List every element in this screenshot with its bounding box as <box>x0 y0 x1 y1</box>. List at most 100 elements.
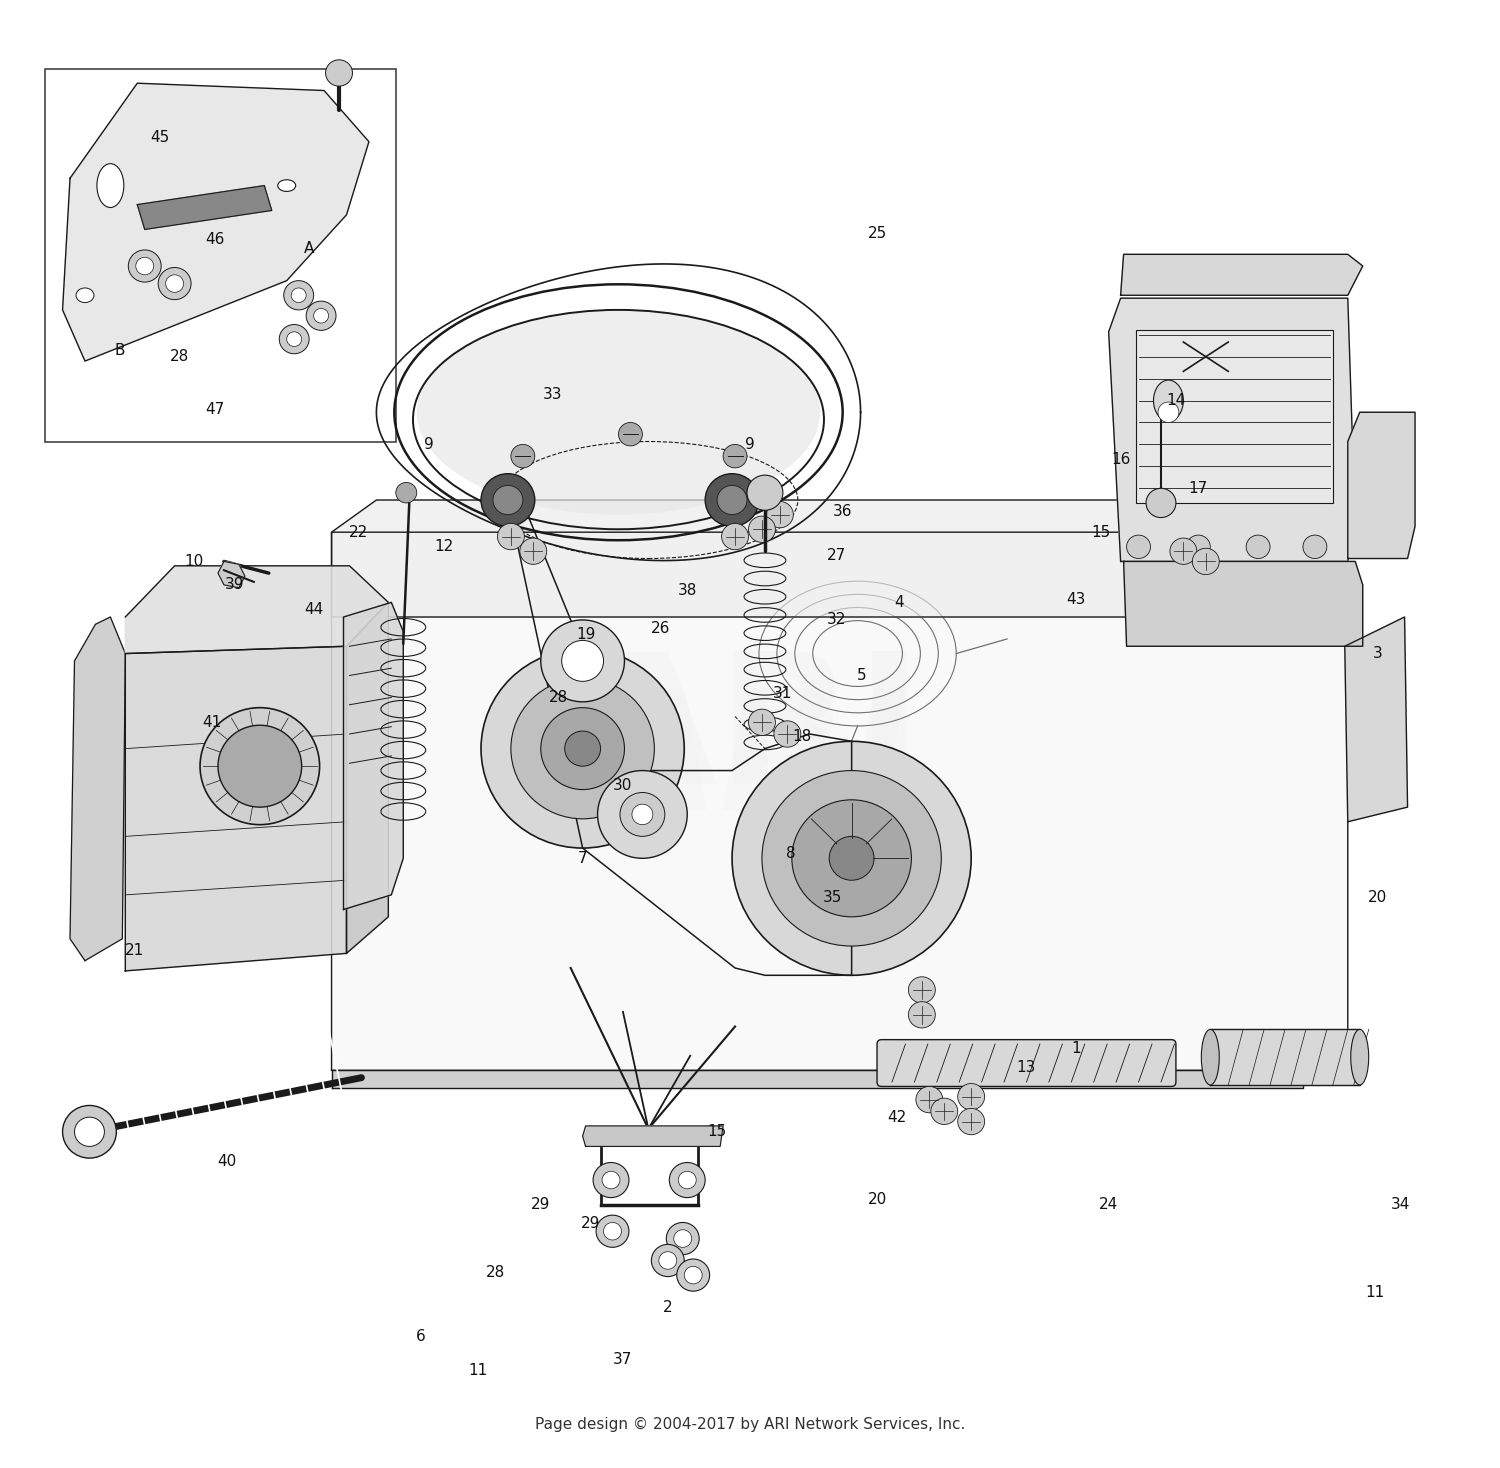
Polygon shape <box>138 185 272 229</box>
Circle shape <box>129 250 160 282</box>
Text: 37: 37 <box>614 1352 633 1367</box>
Circle shape <box>684 1267 702 1284</box>
Text: ARI: ARI <box>591 681 909 844</box>
Text: 29: 29 <box>580 1217 600 1232</box>
Circle shape <box>286 332 302 346</box>
Text: 3: 3 <box>1372 646 1383 661</box>
Polygon shape <box>1210 1029 1359 1085</box>
Circle shape <box>326 60 352 87</box>
Text: 4: 4 <box>894 595 904 609</box>
Text: 35: 35 <box>822 890 842 906</box>
Circle shape <box>482 649 684 849</box>
Circle shape <box>774 721 801 747</box>
Circle shape <box>512 678 654 819</box>
Text: 44: 44 <box>304 602 322 617</box>
Text: 8: 8 <box>786 847 795 862</box>
Text: 20: 20 <box>867 1192 886 1207</box>
Ellipse shape <box>1352 1029 1368 1085</box>
Polygon shape <box>1346 617 1407 822</box>
Polygon shape <box>1348 413 1414 558</box>
Circle shape <box>717 486 747 515</box>
Circle shape <box>666 1223 699 1255</box>
Ellipse shape <box>1202 1029 1219 1085</box>
Circle shape <box>722 524 748 549</box>
Circle shape <box>732 741 970 975</box>
Text: 28: 28 <box>170 349 189 364</box>
Polygon shape <box>1124 561 1362 646</box>
Circle shape <box>676 1260 710 1292</box>
FancyBboxPatch shape <box>878 1039 1176 1086</box>
Circle shape <box>200 708 320 825</box>
Text: 21: 21 <box>124 942 144 959</box>
Text: 5: 5 <box>858 668 867 683</box>
Circle shape <box>705 474 759 527</box>
Text: Page design © 2004-2017 by ARI Network Services, Inc.: Page design © 2004-2017 by ARI Network S… <box>536 1417 964 1431</box>
Ellipse shape <box>417 310 820 515</box>
Text: 25: 25 <box>867 226 886 241</box>
Text: 27: 27 <box>827 548 846 564</box>
Ellipse shape <box>98 163 124 207</box>
Circle shape <box>63 1105 117 1158</box>
Text: 29: 29 <box>531 1198 550 1213</box>
Circle shape <box>512 445 536 468</box>
Text: 26: 26 <box>651 621 670 636</box>
Polygon shape <box>70 617 126 960</box>
Circle shape <box>564 731 600 766</box>
Polygon shape <box>344 602 404 910</box>
Circle shape <box>916 1086 944 1113</box>
Circle shape <box>396 483 417 504</box>
Circle shape <box>1126 536 1150 558</box>
Circle shape <box>494 486 524 515</box>
Circle shape <box>597 771 687 859</box>
Text: 46: 46 <box>206 232 225 247</box>
FancyBboxPatch shape <box>1136 330 1334 504</box>
Polygon shape <box>582 1126 723 1147</box>
Text: 30: 30 <box>614 778 633 793</box>
Text: 9: 9 <box>424 437 433 452</box>
Circle shape <box>1246 536 1270 558</box>
Circle shape <box>957 1108 984 1135</box>
Circle shape <box>520 539 548 564</box>
Circle shape <box>603 1223 621 1240</box>
Text: 43: 43 <box>1066 592 1086 606</box>
Circle shape <box>1170 539 1197 564</box>
Text: 14: 14 <box>1167 393 1185 408</box>
Polygon shape <box>1120 254 1362 295</box>
Circle shape <box>291 288 306 302</box>
Text: 38: 38 <box>678 583 698 597</box>
Ellipse shape <box>76 288 94 302</box>
Circle shape <box>762 771 942 945</box>
Text: 12: 12 <box>433 539 453 555</box>
Circle shape <box>957 1083 984 1110</box>
Polygon shape <box>332 501 1348 617</box>
Polygon shape <box>346 602 388 953</box>
Polygon shape <box>1108 298 1356 561</box>
Circle shape <box>669 1163 705 1198</box>
Text: 31: 31 <box>772 686 792 700</box>
Text: 41: 41 <box>202 715 222 730</box>
Circle shape <box>792 800 912 918</box>
Circle shape <box>279 324 309 354</box>
Text: 36: 36 <box>833 504 852 520</box>
Text: 10: 10 <box>184 553 204 570</box>
Circle shape <box>723 445 747 468</box>
Text: 15: 15 <box>708 1124 726 1139</box>
Text: 40: 40 <box>217 1154 237 1169</box>
Text: 28: 28 <box>549 690 568 705</box>
Circle shape <box>678 1171 696 1189</box>
Polygon shape <box>126 646 347 970</box>
Circle shape <box>542 708 624 790</box>
Circle shape <box>632 804 652 825</box>
Polygon shape <box>332 1070 1304 1088</box>
FancyBboxPatch shape <box>45 69 396 442</box>
Circle shape <box>542 619 624 702</box>
Circle shape <box>1192 548 1219 574</box>
Text: 39: 39 <box>225 577 245 592</box>
Circle shape <box>284 280 314 310</box>
Circle shape <box>674 1230 692 1248</box>
Polygon shape <box>332 533 1348 1070</box>
Circle shape <box>932 1098 957 1124</box>
Circle shape <box>561 640 603 681</box>
Text: 47: 47 <box>206 402 225 417</box>
Text: 32: 32 <box>827 612 846 627</box>
